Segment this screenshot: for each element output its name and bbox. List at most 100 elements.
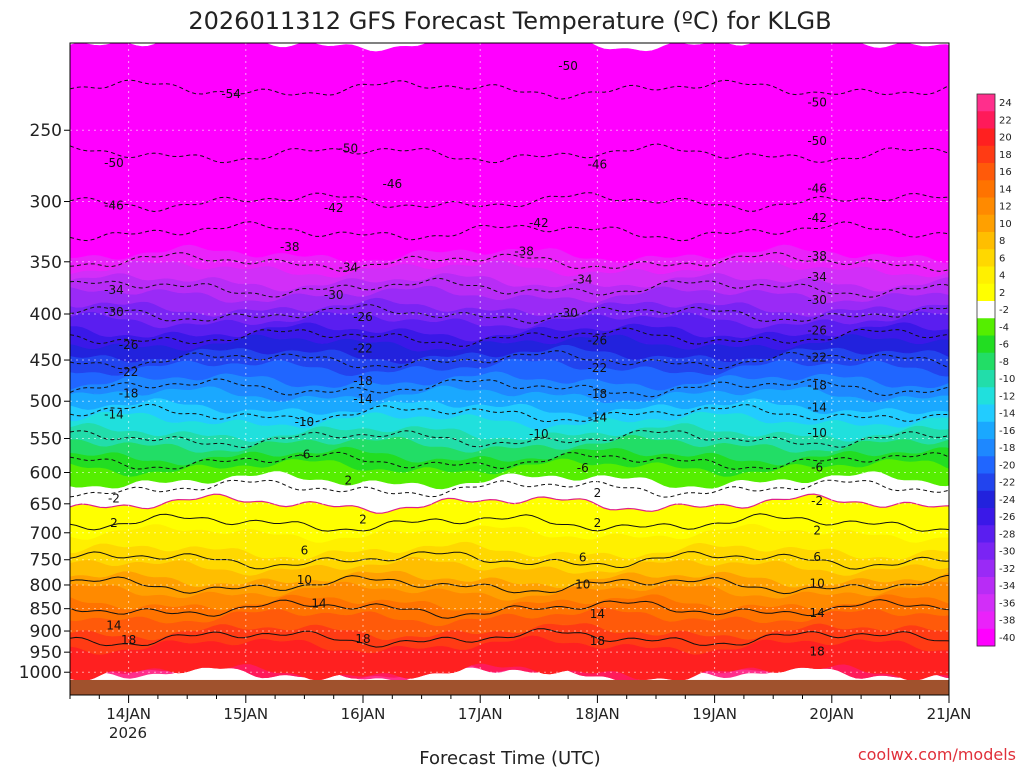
contour-line bbox=[70, 551, 949, 570]
colorbar-swatch bbox=[977, 197, 995, 216]
contour-label: -42 bbox=[807, 211, 827, 225]
contour-label: -10 bbox=[529, 427, 549, 441]
colorbar-swatch bbox=[977, 404, 995, 423]
y-tick-label: 450 bbox=[30, 351, 62, 371]
y-tick-label: 1000 bbox=[19, 663, 62, 683]
colorbar-swatch bbox=[977, 232, 995, 250]
contour-label: 18 bbox=[355, 632, 370, 646]
contour-label: 6 bbox=[579, 551, 587, 565]
contour-label: 2 bbox=[813, 524, 821, 538]
contour-label: 2 bbox=[594, 516, 602, 530]
colorbar-swatch bbox=[977, 594, 995, 612]
x-tick-label: 21JAN bbox=[927, 705, 972, 723]
colorbar-label: 10 bbox=[999, 219, 1012, 230]
y-tick-label: 300 bbox=[30, 193, 62, 213]
colorbar-label: 18 bbox=[999, 150, 1012, 161]
colorbar-label: -12 bbox=[999, 391, 1015, 402]
colorbar-label: 12 bbox=[999, 202, 1012, 213]
x-tick-label: 17JAN bbox=[458, 705, 503, 723]
colorbar-swatch bbox=[977, 145, 995, 164]
contour-label: 10 bbox=[297, 573, 312, 587]
colorbar-swatch bbox=[977, 266, 995, 285]
contour-line bbox=[70, 277, 949, 298]
colorbar-swatch bbox=[977, 128, 995, 147]
contour-line bbox=[70, 304, 949, 324]
contour-label: -22 bbox=[353, 342, 373, 356]
contour-line bbox=[70, 378, 949, 398]
colorbar-swatch bbox=[977, 214, 995, 233]
contour-label: 2 bbox=[110, 516, 118, 530]
contour-label: -14 bbox=[588, 410, 608, 424]
colorbar-label: -4 bbox=[999, 322, 1009, 333]
colorbar-label: -14 bbox=[999, 409, 1015, 420]
colorbar-swatch bbox=[977, 318, 995, 336]
colorbar-label: 20 bbox=[999, 133, 1012, 144]
contour-label: -22 bbox=[807, 350, 827, 364]
contour-label: 14 bbox=[590, 607, 605, 621]
contour-label: 14 bbox=[106, 618, 121, 632]
colorbar-label: -26 bbox=[999, 512, 1015, 523]
x-tick-label: 20JAN bbox=[809, 705, 854, 723]
contour-line bbox=[70, 479, 949, 498]
contour-label: -18 bbox=[119, 386, 139, 400]
contour-label: -50 bbox=[339, 142, 359, 156]
contour-label: -42 bbox=[324, 201, 344, 215]
contour-label: 2 bbox=[594, 486, 602, 500]
contour-label: -46 bbox=[807, 181, 827, 195]
contour-label: -6 bbox=[577, 461, 589, 475]
contour-label: -14 bbox=[807, 400, 827, 414]
contour-label: 10 bbox=[575, 577, 590, 591]
colorbar-swatch bbox=[977, 370, 995, 388]
contour-label: -14 bbox=[353, 392, 373, 406]
y-tick-label: 750 bbox=[30, 551, 62, 571]
colorbar-label: 8 bbox=[999, 236, 1005, 247]
contour-label: -38 bbox=[280, 240, 300, 254]
contour-line bbox=[70, 599, 949, 619]
y-tick-label: 700 bbox=[30, 524, 62, 544]
contour-line bbox=[70, 221, 949, 242]
colorbar-label: -10 bbox=[999, 374, 1015, 385]
contour-label: -2 bbox=[811, 494, 823, 508]
contour-line bbox=[70, 628, 949, 648]
ground-fill bbox=[70, 679, 949, 695]
colorbar-swatch bbox=[977, 163, 995, 181]
colorbar-label: 14 bbox=[999, 184, 1012, 195]
colorbar-swatch bbox=[977, 456, 995, 474]
contour-label: 2 bbox=[359, 513, 367, 527]
colorbar-label: 22 bbox=[999, 115, 1012, 126]
colorbar-swatch bbox=[977, 352, 995, 371]
contour-label: 18 bbox=[121, 633, 136, 647]
x-tick-label: 18JAN bbox=[575, 705, 620, 723]
contour-label: -34 bbox=[807, 270, 827, 284]
y-tick-label: 550 bbox=[30, 429, 62, 449]
credit-text: coolwx.com/models bbox=[858, 745, 1016, 764]
colorbar-swatch bbox=[977, 490, 995, 509]
contour-line bbox=[70, 513, 949, 532]
contour-label: -10 bbox=[807, 426, 827, 440]
colorbar-label: -32 bbox=[999, 564, 1015, 575]
y-tick-label: 800 bbox=[30, 576, 62, 596]
contour-lines bbox=[70, 79, 949, 648]
colorbar-label: -8 bbox=[999, 357, 1009, 368]
colorbar-swatch bbox=[977, 111, 995, 129]
y-tick-label: 650 bbox=[30, 495, 62, 515]
colorbar-label: 2 bbox=[999, 288, 1005, 299]
contour-line bbox=[70, 429, 949, 449]
y-tick-label: 250 bbox=[30, 121, 62, 141]
contour-label: -34 bbox=[573, 272, 593, 286]
contour-label: -50 bbox=[807, 96, 827, 110]
colorbar-swatch bbox=[977, 473, 995, 492]
colorbar-swatch bbox=[977, 439, 995, 457]
contour-label: -18 bbox=[588, 387, 608, 401]
colorbar-label: -36 bbox=[999, 598, 1015, 609]
contour-label: 18 bbox=[810, 644, 825, 658]
contour-line bbox=[70, 327, 949, 347]
y-tick-label: 350 bbox=[30, 253, 62, 273]
contour-label: -6 bbox=[811, 460, 823, 474]
contour-label: 2 bbox=[345, 473, 353, 487]
temperature-bands bbox=[70, 43, 949, 683]
colorbar: 24 22 20 18 16 14 12 10 8 6 4 2 -2 -4 -6 -8 -10 -12 -14 -16… bbox=[976, 93, 1015, 647]
colorbar-swatch bbox=[977, 283, 995, 302]
colorbar-label: 4 bbox=[999, 271, 1005, 282]
